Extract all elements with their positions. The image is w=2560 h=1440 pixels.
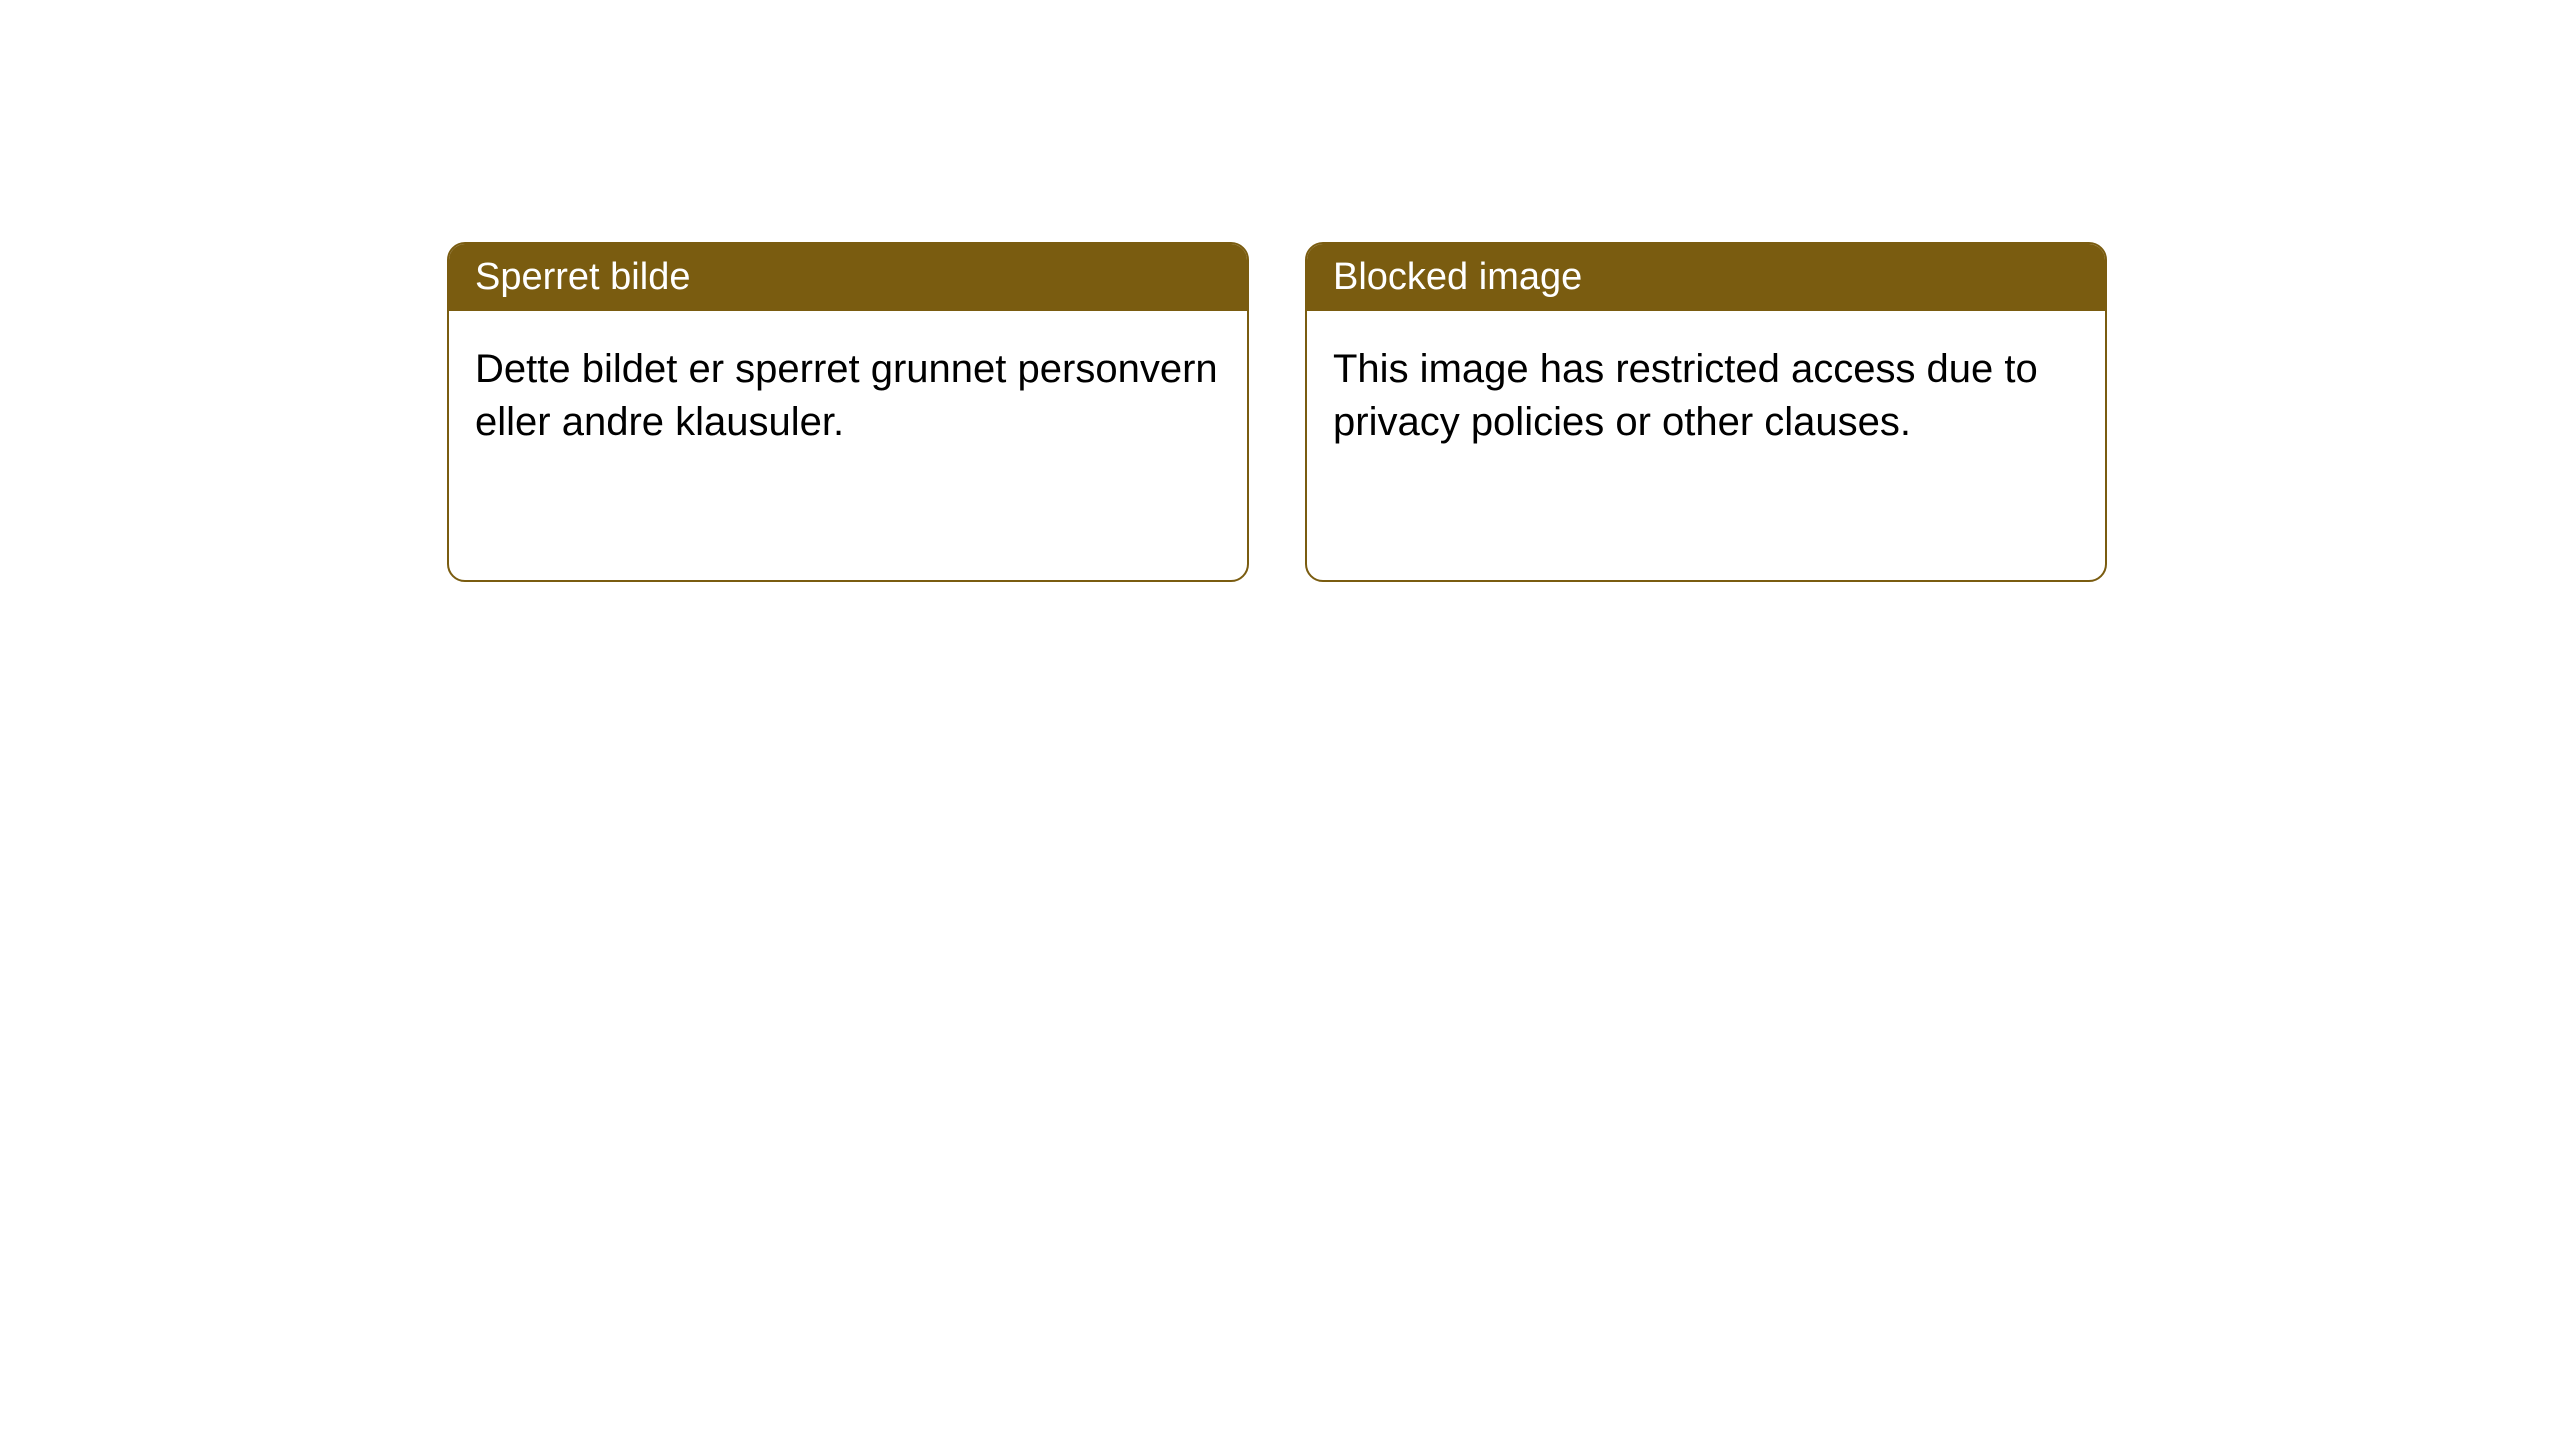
card-header: Sperret bilde [449,244,1247,311]
notice-card-english: Blocked image This image has restricted … [1305,242,2107,582]
card-body: Dette bildet er sperret grunnet personve… [449,311,1247,481]
card-title: Sperret bilde [475,256,690,298]
card-body-text: This image has restricted access due to … [1333,347,2038,444]
notice-card-norwegian: Sperret bilde Dette bildet er sperret gr… [447,242,1249,582]
notice-container: Sperret bilde Dette bildet er sperret gr… [447,242,2107,582]
card-title: Blocked image [1333,256,1582,298]
card-body-text: Dette bildet er sperret grunnet personve… [475,347,1218,444]
card-header: Blocked image [1307,244,2105,311]
card-body: This image has restricted access due to … [1307,311,2105,481]
